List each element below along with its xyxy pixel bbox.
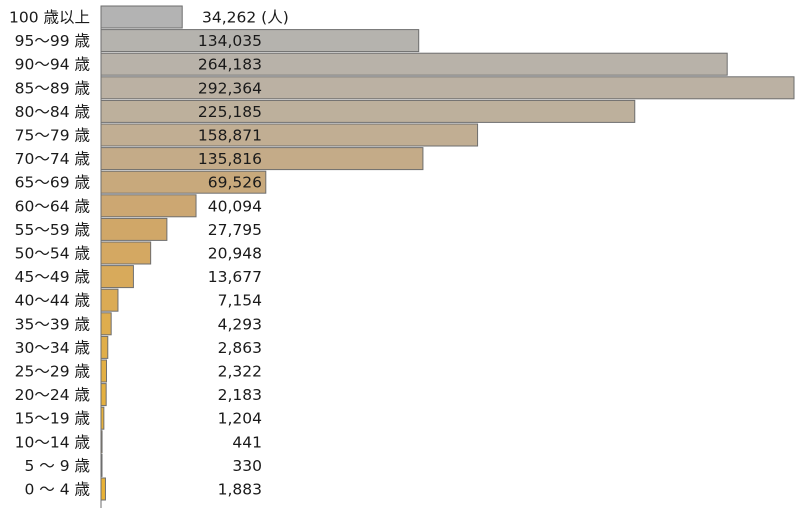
bar-17 [100,406,105,430]
bar-2 [100,52,728,76]
bar-7 [100,170,267,194]
category-labels-group: 100 歳以上 95〜99 歳 90〜94 歳 85〜89 歳 80〜84 歳 75〜79… [9,9,90,499]
value-label-4: 225,185 [198,103,262,121]
value-label-17: 1,204 [218,410,262,428]
bar-19 [100,453,103,477]
category-label-6: 70〜74 歳 [15,150,90,168]
value-labels-group: 34,262 (人) 134,035 264,183 292,364 225,185 15… [198,9,289,499]
category-label-1: 95〜99 歳 [15,32,90,50]
value-label-19: 330 [232,457,262,475]
bar-10 [100,241,152,265]
bar-0 [100,5,183,29]
category-label-18: 10〜14 歳 [15,433,90,451]
value-label-9: 27,795 [208,221,262,239]
category-label-5: 75〜79 歳 [15,127,90,145]
category-label-4: 80〜84 歳 [15,103,90,121]
bar-16 [100,383,107,407]
value-label-8: 40,094 [208,197,262,215]
category-label-0: 100 歳以上 [9,9,90,27]
bar-6 [100,147,424,171]
value-label-20: 1,883 [218,481,262,499]
value-label-16: 2,183 [218,386,262,404]
category-label-14: 30〜34 歳 [15,339,90,357]
category-label-3: 85〜89 歳 [15,79,90,97]
bar-5 [100,123,479,147]
value-label-5: 158,871 [198,127,262,145]
category-label-9: 55〜59 歳 [15,221,90,239]
value-label-7: 69,526 [208,174,262,192]
category-label-19: 5 〜 9 歳 [24,457,90,475]
value-label-12: 7,154 [218,292,262,310]
bar-15 [100,359,108,383]
bars-group [100,5,795,501]
bar-20 [100,477,106,501]
category-label-8: 60〜64 歳 [15,197,90,215]
value-label-13: 4,293 [218,315,262,333]
category-label-13: 35〜39 歳 [15,315,90,333]
category-label-12: 40〜44 歳 [15,292,90,310]
value-label-0: 34,262 (人) [202,9,289,27]
bar-8 [100,194,197,218]
category-label-15: 25〜29 歳 [15,363,90,381]
bar-18 [100,430,103,454]
value-label-14: 2,863 [218,339,262,357]
bar-14 [100,335,109,359]
value-label-2: 264,183 [198,56,262,74]
value-label-6: 135,816 [198,150,262,168]
bar-4 [100,99,636,123]
value-label-18: 441 [232,433,262,451]
value-label-15: 2,322 [218,363,262,381]
bar-1 [100,29,420,53]
bar-13 [100,312,112,336]
category-label-7: 65〜69 歳 [15,174,90,192]
category-label-17: 15〜19 歳 [15,410,90,428]
category-label-2: 90〜94 歳 [15,56,90,74]
value-label-1: 134,035 [198,32,262,50]
value-label-3: 292,364 [198,79,262,97]
category-label-11: 45〜49 歳 [15,268,90,286]
value-label-10: 20,948 [208,245,262,263]
category-label-20: 0 〜 4 歳 [24,481,90,499]
bar-9 [100,217,168,241]
bar-12 [100,288,119,312]
bar-3 [100,76,795,100]
category-label-16: 20〜24 歳 [15,386,90,404]
category-label-10: 50〜54 歳 [15,245,90,263]
value-label-11: 13,677 [208,268,262,286]
bar-11 [100,265,134,289]
